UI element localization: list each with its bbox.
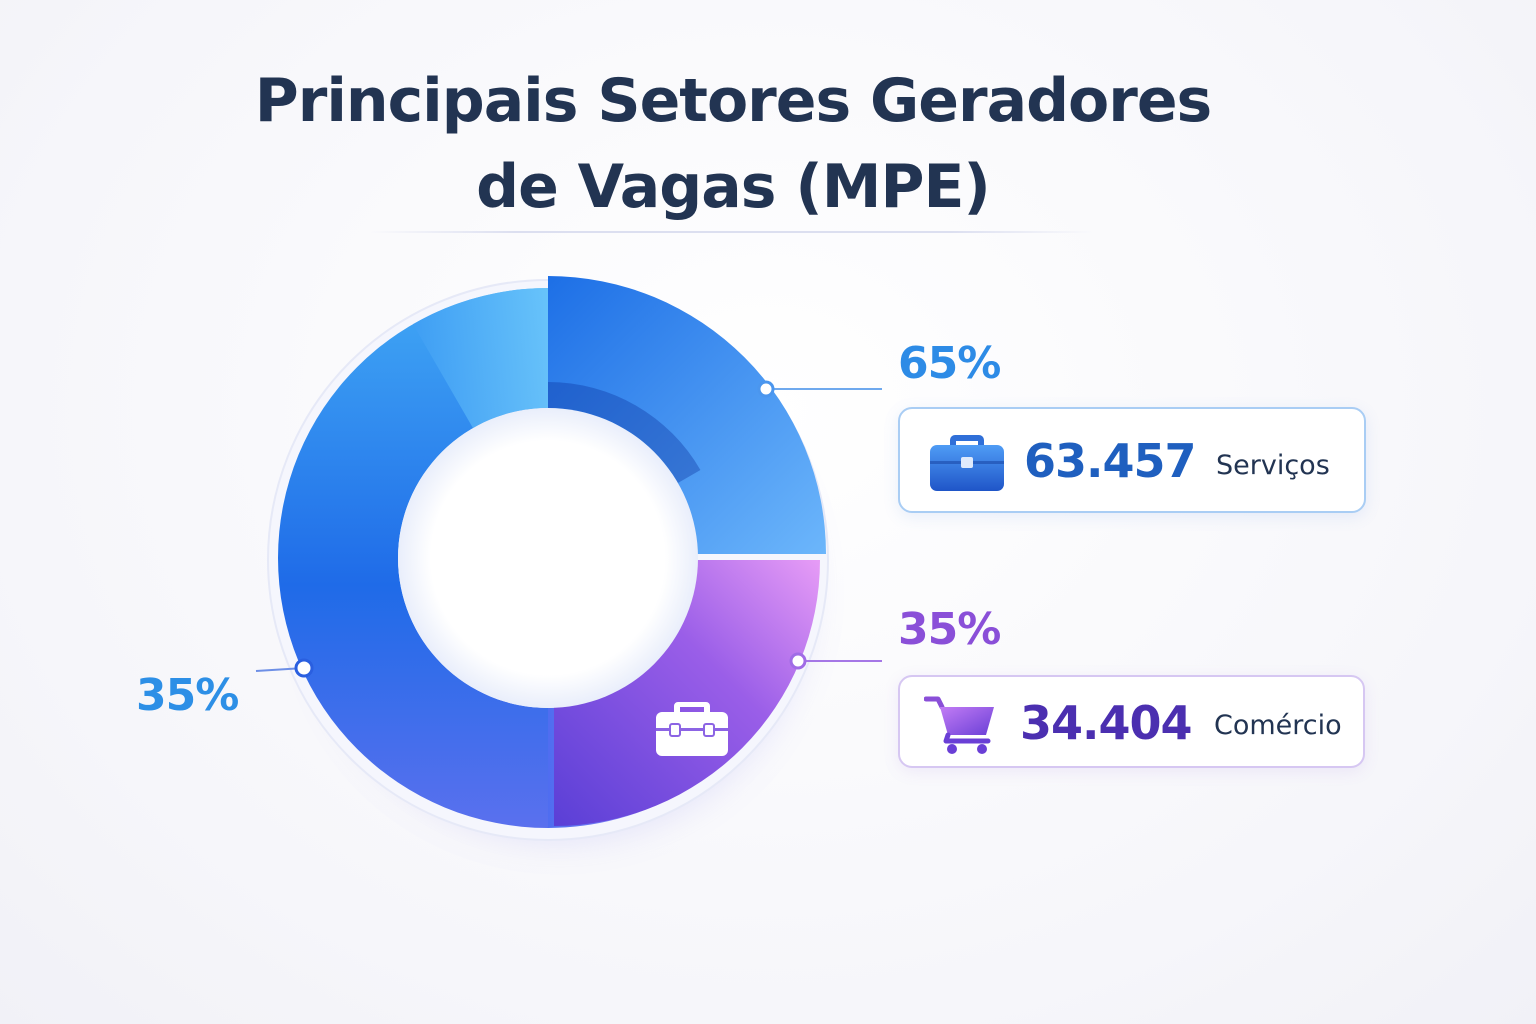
- servicos-legend-card: 63.457 Serviços: [898, 407, 1366, 513]
- shopping-cart-icon: [924, 696, 994, 754]
- briefcase-icon: [930, 435, 1004, 491]
- servicos-value: 63.457: [1024, 434, 1197, 488]
- chart-title-line-1: Principais Setores Geradores: [254, 66, 1212, 136]
- chart-title: Principais Setores Geradores de Vagas (M…: [0, 58, 1466, 230]
- comercio-legend-card: 34.404 Comércio: [898, 675, 1365, 768]
- donut-segment-comercio: [554, 560, 820, 826]
- donut-inner-bevel-top: [548, 382, 701, 483]
- donut-hole: [398, 408, 698, 708]
- donut-segment-servicos: [548, 276, 826, 554]
- comercio-value: 34.404: [1020, 696, 1193, 750]
- leader-dot-left: [294, 658, 314, 678]
- leader-dot-servicos: [757, 380, 775, 398]
- donut-left-percent-label: 35%: [136, 670, 239, 721]
- servicos-percent-label: 65%: [898, 338, 1001, 389]
- briefcase-icon: [656, 702, 728, 756]
- leader-dot-comercio: [789, 652, 807, 670]
- comercio-percent-label: 35%: [898, 604, 1001, 655]
- donut-segment-top-highlight: [413, 288, 548, 429]
- title-divider: [370, 231, 1096, 233]
- servicos-label: Serviços: [1216, 450, 1330, 481]
- comercio-label: Comércio: [1214, 710, 1342, 741]
- chart-title-line-2: de Vagas (MPE): [476, 152, 991, 222]
